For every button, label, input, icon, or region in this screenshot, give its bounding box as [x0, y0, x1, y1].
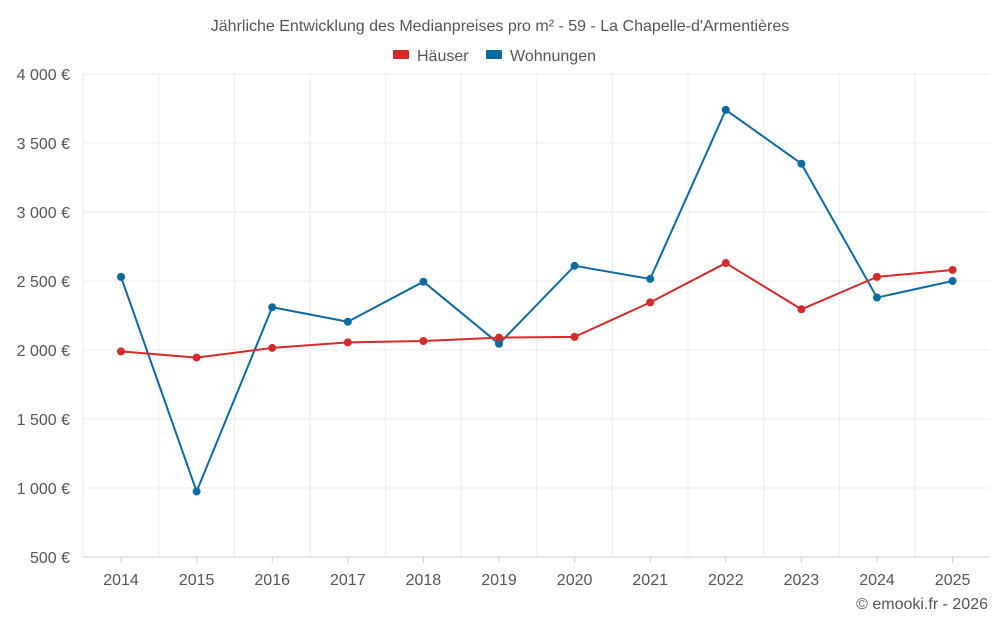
y-tick-label: 3 500 €: [17, 136, 70, 153]
data-point-wohnungen[interactable]: [873, 293, 881, 302]
legend-item-wohnungen[interactable]: Wohnungen: [486, 48, 596, 65]
x-tick-label: 2017: [330, 572, 366, 589]
data-point-wohnungen[interactable]: [570, 261, 579, 270]
x-tick-label: 2019: [481, 572, 517, 589]
series-group: [117, 105, 957, 496]
data-point-wohnungen[interactable]: [419, 277, 428, 286]
data-point-haeuser[interactable]: [495, 333, 503, 342]
data-point-haeuser[interactable]: [117, 347, 125, 356]
data-point-wohnungen[interactable]: [797, 159, 806, 168]
legend[interactable]: Häuser Wohnungen: [393, 48, 596, 65]
legend-label: Wohnungen: [510, 48, 596, 65]
data-point-haeuser[interactable]: [797, 305, 806, 314]
data-point-haeuser[interactable]: [192, 353, 201, 362]
y-tick-label: 1 000 €: [17, 481, 70, 498]
y-tick-label: 3 000 €: [17, 205, 70, 222]
x-tick-label: 2015: [179, 572, 215, 589]
x-tick-label: 2023: [784, 572, 820, 589]
legend-label: Häuser: [417, 48, 469, 65]
y-tick-label: 2 500 €: [17, 274, 70, 291]
y-tick-label: 500 €: [30, 550, 70, 567]
series-line-wohnungen: [120, 108, 953, 493]
y-tick-label: 4 000 €: [17, 67, 70, 84]
data-point-haeuser[interactable]: [343, 338, 352, 347]
x-axis: 2014 2015 2016 2017 2018 2019 2020 2021 2022 2023…: [83, 556, 990, 589]
legend-item-haeuser[interactable]: Häuser: [393, 48, 469, 65]
credit-text: © emooki.fr - 2026: [856, 596, 988, 613]
y-axis: 500 € 1 000 € 1 500 € 2 000 € 2 500 € 3 000 €…: [17, 67, 70, 567]
chart-title: Jährliche Entwicklung des Medianpreises …: [211, 18, 789, 35]
series-line-haeuser: [120, 262, 953, 359]
legend-swatch: [486, 50, 502, 59]
data-point-haeuser[interactable]: [570, 332, 579, 341]
data-point-haeuser[interactable]: [873, 272, 881, 281]
data-point-haeuser[interactable]: [948, 265, 957, 274]
data-point-wohnungen[interactable]: [721, 105, 730, 114]
grid: [82, 73, 990, 557]
x-tick-label: 2024: [859, 572, 895, 589]
data-point-haeuser[interactable]: [419, 337, 428, 346]
x-tick-label: 2020: [557, 572, 593, 589]
x-tick-label: 2018: [406, 572, 442, 589]
data-point-wohnungen[interactable]: [192, 487, 201, 496]
x-tick-label: 2014: [103, 572, 139, 589]
data-point-haeuser[interactable]: [268, 343, 277, 352]
x-tick-label: 2022: [708, 572, 744, 589]
y-tick-label: 2 000 €: [17, 343, 70, 360]
data-point-wohnungen[interactable]: [495, 339, 503, 348]
data-point-wohnungen[interactable]: [948, 277, 957, 285]
data-point-wohnungen[interactable]: [343, 317, 352, 326]
data-point-wohnungen[interactable]: [268, 303, 277, 312]
data-point-haeuser[interactable]: [646, 298, 655, 307]
x-tick-label: 2021: [632, 572, 668, 589]
legend-swatch: [393, 50, 409, 59]
x-tick-label: 2025: [935, 572, 971, 589]
data-point-wohnungen[interactable]: [646, 274, 655, 283]
y-tick-label: 1 500 €: [17, 412, 70, 429]
data-point-wohnungen[interactable]: [117, 272, 125, 281]
data-point-haeuser[interactable]: [721, 259, 730, 268]
x-tick-label: 2016: [254, 572, 290, 589]
